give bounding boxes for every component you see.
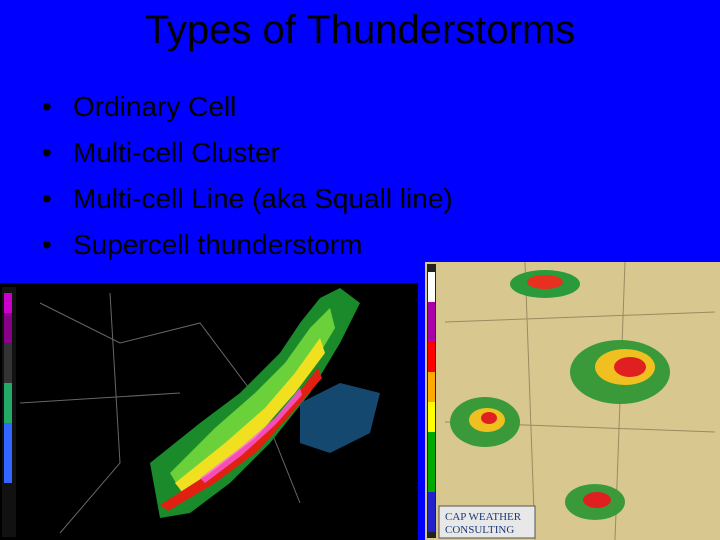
logo-text: CONSULTING — [445, 524, 514, 536]
squall-line-radar — [0, 283, 418, 540]
bullet: Ordinary Cell — [42, 84, 453, 130]
bullet-list: Ordinary Cell Multi-cell Cluster Multi-c… — [42, 84, 453, 268]
bullet: Supercell thunderstorm — [42, 222, 453, 268]
bullet: Multi-cell Cluster — [42, 130, 453, 176]
bullet: Multi-cell Line (aka Squall line) — [42, 176, 453, 222]
slide-title: Types of Thunderstorms — [144, 8, 576, 52]
supercell-radar: CAP WEATHER CONSULTING — [425, 262, 720, 540]
logo-text: CAP WEATHER — [445, 511, 522, 523]
